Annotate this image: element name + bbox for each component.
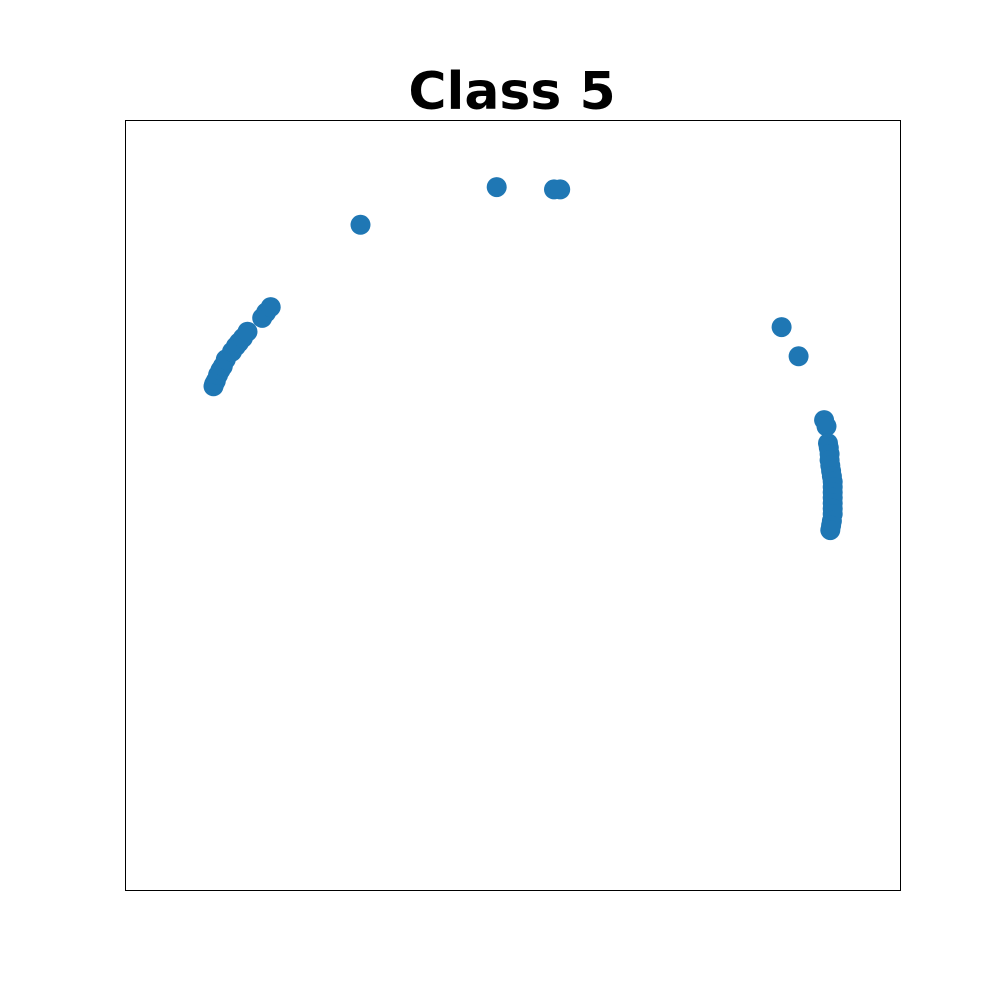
- scatter-point: [771, 317, 792, 338]
- scatter-point: [350, 214, 371, 235]
- scatter-point: [260, 297, 281, 318]
- scatter-point: [237, 321, 258, 342]
- scatter-point: [788, 346, 809, 367]
- points-layer: [203, 177, 843, 541]
- scatter-point: [486, 177, 507, 198]
- scatter-point: [820, 520, 841, 541]
- chart-title: Class 5: [408, 62, 616, 122]
- plot-area-frame: [125, 120, 901, 891]
- scatter-point: [816, 416, 837, 437]
- scatter-point: [550, 179, 571, 200]
